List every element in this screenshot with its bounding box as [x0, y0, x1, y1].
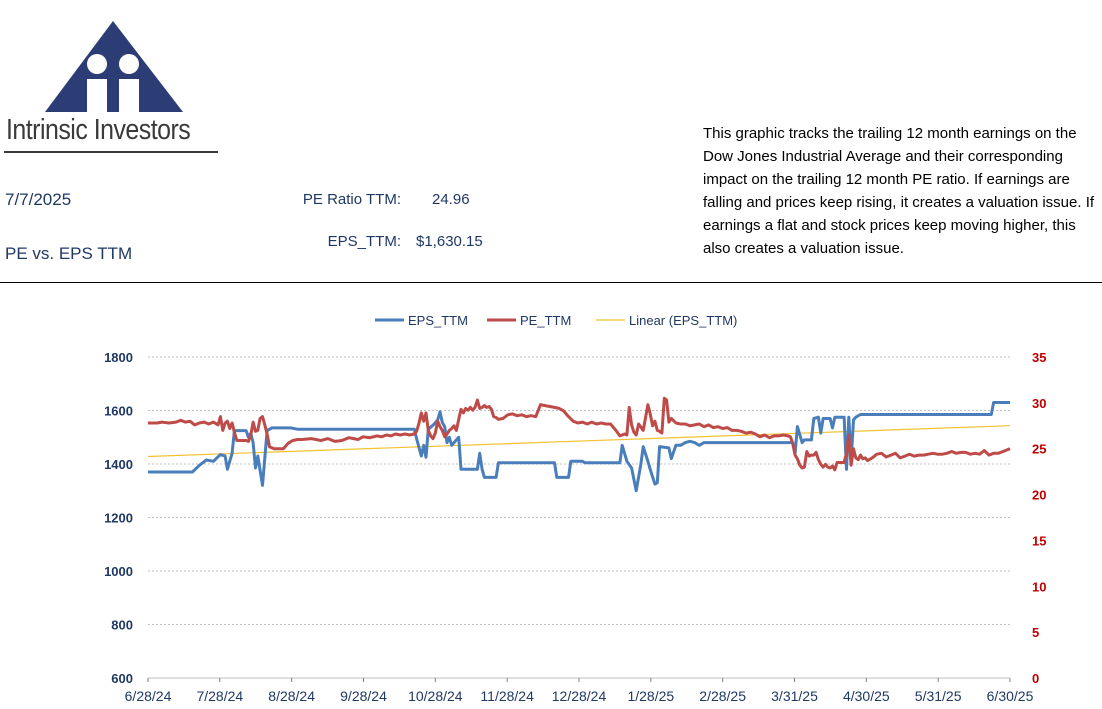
right-axis-tick-label: 0 — [1032, 671, 1039, 686]
report-date: 7/7/2025 — [5, 190, 72, 209]
pe-ratio-label: PE Ratio TTM: — [302, 191, 401, 208]
eps-ttm-line — [148, 401, 1010, 493]
pe-ttm-line — [148, 396, 1011, 472]
left-axis-tick-label: 1200 — [104, 511, 133, 526]
legend-linear-eps-label: Linear (EPS_TTM) — [629, 313, 737, 328]
left-axis-tick-label: 1800 — [104, 350, 133, 365]
company-logo — [0, 14, 230, 164]
right-axis-tick-label: 30 — [1032, 396, 1046, 411]
right-axis-tick-label: 5 — [1032, 625, 1039, 640]
x-axis-tick-label: 1/28/25 — [627, 688, 674, 704]
right-axis-tick-label: 20 — [1032, 488, 1046, 503]
logo-mark-icon — [45, 21, 183, 112]
x-axis-tick-label: 9/28/24 — [340, 688, 387, 704]
right-axis-tick-label: 15 — [1032, 533, 1046, 548]
left-axis-tick-label: 1000 — [104, 564, 133, 579]
eps-trendline — [147, 425, 1011, 458]
x-axis-tick-label: 8/28/24 — [268, 688, 315, 704]
x-axis-tick-label: 2/28/25 — [699, 688, 746, 704]
description-text: This graphic tracks the trailing 12 mont… — [703, 125, 1095, 257]
header-divider — [0, 282, 1102, 283]
report-subtitle: PE vs. EPS TTM — [5, 244, 133, 263]
x-axis-tick-label: 7/28/24 — [196, 688, 243, 704]
x-axis-tick-label: 10/28/24 — [408, 688, 463, 704]
legend-pe-ttm-label: PE_TTM — [520, 313, 571, 328]
left-axis-tick-label: 1400 — [104, 457, 133, 472]
x-axis-tick-label: 12/28/24 — [552, 688, 607, 704]
left-axis-tick-label: 1600 — [104, 404, 133, 419]
left-axis-tick-label: 600 — [111, 671, 133, 686]
pe-vs-eps-chart: 600 800 1000 1200 1400 1600 1800 0 5 10 15 20 25 30 35… — [104, 313, 1046, 704]
legend-eps-ttm-label: EPS_TTM — [408, 313, 468, 328]
brand-underline — [4, 151, 218, 153]
right-axis-tick-label: 25 — [1032, 442, 1046, 457]
eps-ttm-label: EPS_TTM: — [327, 233, 401, 250]
x-axis-tick-label: 3/31/25 — [771, 688, 818, 704]
x-axis-tick-label: 6/30/25 — [987, 688, 1034, 704]
x-axis-tick-label: 5/31/25 — [915, 688, 962, 704]
right-axis-tick-label: 35 — [1032, 350, 1046, 365]
x-axis-tick-label: 6/28/24 — [125, 688, 172, 704]
left-axis-tick-label: 800 — [111, 618, 133, 633]
x-axis-tick-label: 4/30/25 — [843, 688, 890, 704]
right-axis-tick-label: 10 — [1032, 579, 1046, 594]
pe-ratio-value: 24.96 — [432, 191, 470, 208]
brand-name: Intrinsic Investors — [6, 114, 191, 146]
eps-ttm-value: $1,630.15 — [416, 233, 483, 250]
x-axis-tick-label: 11/28/24 — [480, 688, 534, 704]
